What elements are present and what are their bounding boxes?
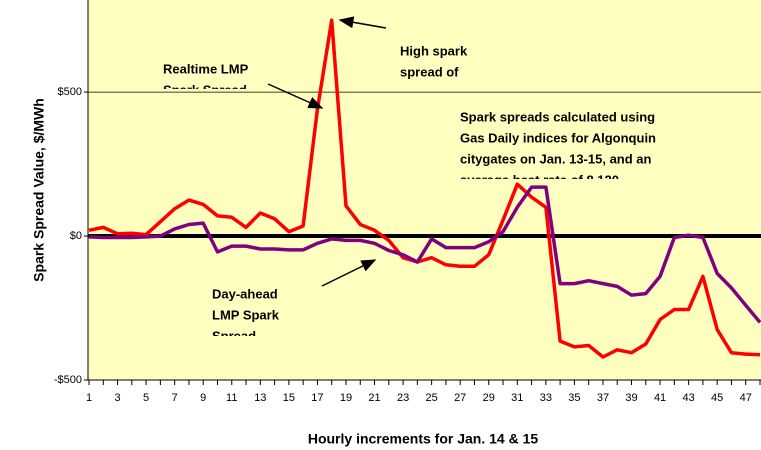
- annotation-text: Spark Spread: [163, 82, 247, 97]
- annotation-text: Spark spreads calculated using: [460, 109, 655, 124]
- x-tick-label: 15: [283, 392, 295, 404]
- annotation-text: citygates on Jan. 13-15, and an: [460, 151, 652, 166]
- annotation-text: LMP Spark: [212, 307, 280, 322]
- annotation: Day-ahead LMP Spark Spread: [212, 286, 280, 343]
- arrow: [267, 83, 324, 109]
- x-tick-label: 31: [511, 392, 523, 404]
- y-tick-label: $0: [70, 230, 82, 242]
- x-tick-label: 35: [568, 392, 580, 404]
- x-tick-label: 17: [311, 392, 323, 404]
- annotation-text: Day-ahead: [212, 286, 278, 301]
- annotation-text: Realtime LMP: [163, 61, 249, 76]
- x-tick-label: 7: [172, 392, 178, 404]
- x-tick-label: 3: [114, 392, 120, 404]
- x-tick-label: 29: [483, 392, 495, 404]
- x-tick-label: 9: [200, 392, 206, 404]
- x-tick-label: 41: [654, 392, 666, 404]
- x-tick-label: 21: [368, 392, 380, 404]
- y-axis-title: Spark Spread Value, $/MWh: [31, 98, 47, 282]
- x-tick-label: 45: [711, 392, 723, 404]
- x-tick-label: 27: [454, 392, 466, 404]
- x-tick-label: 47: [740, 392, 752, 404]
- x-tick-label: 23: [397, 392, 409, 404]
- annotation: Spark spreads calculated using Gas Daily …: [460, 109, 656, 187]
- y-tick-label: $500: [58, 86, 82, 98]
- y-tick-label: -$500: [54, 374, 82, 386]
- annotation: High spark spread of: [400, 43, 468, 79]
- annotation-text: High spark: [400, 43, 468, 58]
- x-tick-label: 5: [143, 392, 149, 404]
- annotation-text: average heat rate of 8,120: [460, 172, 619, 187]
- plot-area: [88, 0, 761, 380]
- x-tick-label: 13: [254, 392, 266, 404]
- series-line: [88, 18, 761, 359]
- series-line: [88, 185, 761, 324]
- x-tick-label: 19: [340, 392, 352, 404]
- x-tick-label: 43: [682, 392, 694, 404]
- x-tick-label: 25: [426, 392, 438, 404]
- annotation-text: Gas Daily indices for Algonquin: [460, 130, 656, 145]
- annotation-text: spread of: [400, 64, 459, 79]
- arrow: [321, 259, 377, 287]
- x-tick-label: 37: [597, 392, 609, 404]
- x-tick-label: 39: [625, 392, 637, 404]
- annotation: Realtime LMP Spark Spread: [163, 61, 249, 97]
- x-tick-label: 11: [226, 392, 237, 404]
- x-tick-label: 1: [86, 392, 92, 404]
- x-tick-label: 33: [540, 392, 552, 404]
- x-axis-title: Hourly increments for Jan. 14 & 15: [308, 431, 539, 447]
- annotation-text: Spread: [212, 328, 256, 343]
- arrow: [338, 16, 387, 29]
